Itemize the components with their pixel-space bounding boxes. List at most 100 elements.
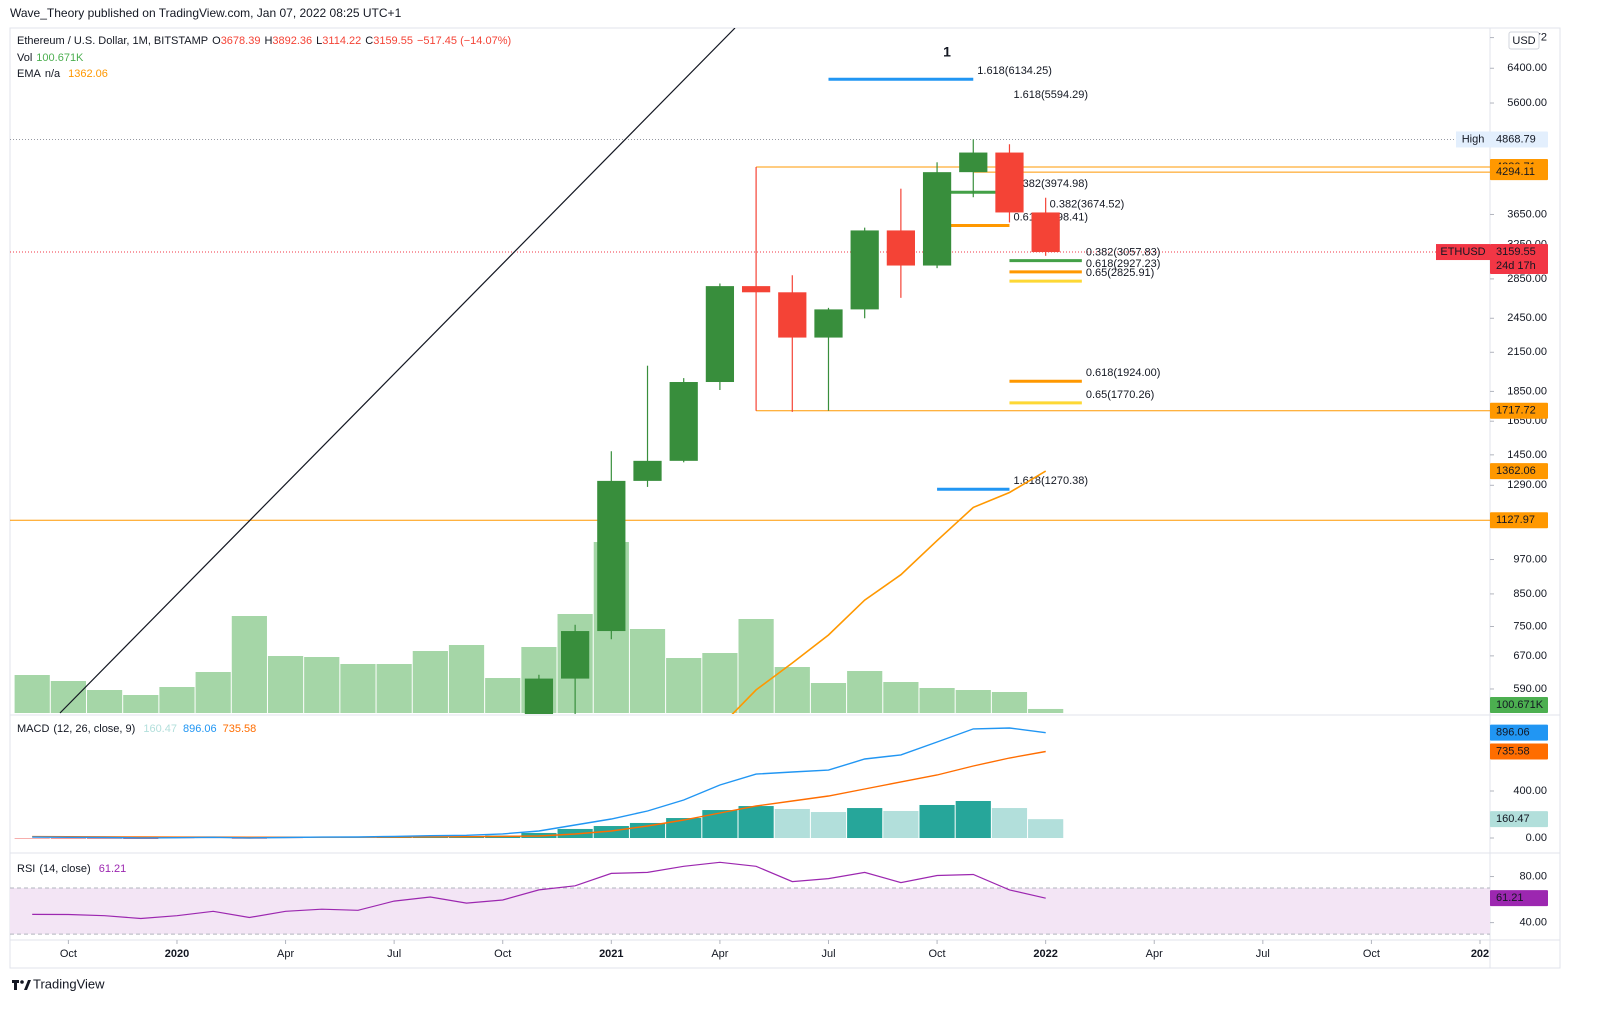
legend-item: 735.58 [223,723,257,735]
volume-bar [738,619,774,713]
candle-body [814,309,843,338]
ema-tag-label: 1362.06 [1496,465,1536,477]
candle-body [850,230,879,310]
y-tick-label: 80.00 [1519,870,1547,882]
level-tag-label: 1717.72 [1496,405,1536,417]
volume-tag-label: 100.671K [1496,699,1544,711]
candle-body [1031,212,1060,253]
ema-tag [1490,463,1548,480]
histogram-bar [847,808,883,839]
macd-tag-label: 896.06 [1496,727,1530,739]
fib-label: 1.618(6134.25) [977,65,1052,77]
x-tick-label: 2022 [1033,948,1057,960]
histogram-bar [810,812,847,839]
level-name: High [1462,133,1485,145]
footer-logo [12,980,31,990]
volume-bar [412,651,448,713]
candle-body [524,678,554,714]
volume-bar [304,657,340,713]
wave-label: 1 [943,44,951,60]
level-tag-label: 4294.11 [1496,166,1535,178]
y-tick-label: 5600.00 [1507,97,1547,109]
legend: Ethereum / U.S. Dollar, 1M, BITSTAMP O367… [17,35,511,47]
axes: 726400.005600.003650.003250.002850.00245… [60,31,1548,960]
rsi-tag-label: 61.21 [1496,892,1524,904]
volume-bar [629,629,666,713]
histogram-bar [955,800,991,839]
histogram-bar [1028,819,1064,839]
volume-bar [267,656,304,713]
histogram-bar [919,804,955,839]
volume-bar [340,664,376,713]
histogram-tag-label: 160.47 [1496,813,1530,825]
rsi-tag [1490,890,1548,907]
x-tick-label: Jul [1256,948,1270,960]
main-pane: 1.618(6134.25) 1.618(5594.29) 0.382(3974.9… [10,65,1490,714]
histogram-bar [666,818,702,839]
volume-bar [810,683,847,713]
legend: EMA n/a 1362.06 [17,68,108,80]
candle-body [669,382,698,461]
histogram-bar [50,838,86,839]
volume-bar [919,688,955,713]
legend-key: C [365,35,373,47]
legend: MACD (12, 26, close, 9) 160.47 896.06 735.58 [17,723,256,735]
level-tag-label: 1127.97 [1496,514,1535,526]
candle-body [922,172,952,266]
fib-label: 0.618(1924.00) [1086,367,1161,379]
histogram-bar [702,810,738,839]
legend-item: Ethereum / U.S. Dollar, 1M, BITSTAMP [17,35,208,47]
fib-label: 1.618(1270.38) [1013,475,1088,487]
candle-body [705,286,735,383]
y-tick-label: 1450.00 [1507,449,1547,461]
legend-key: H [264,35,272,47]
volume-bar [376,664,412,713]
legend-item: 100.671K [36,52,84,64]
volume-bar [847,671,883,713]
y-tick-label: 970.00 [1513,553,1547,565]
currency: USD [1512,35,1535,47]
level-tag [1490,131,1548,148]
signal-tag [1490,743,1548,760]
y-tick-label: 850.00 [1513,588,1547,600]
volume-bar [485,678,521,713]
rsi-line [32,861,1046,920]
x-tick-label: Jul [387,948,401,960]
legend-value: 3159.55 [373,35,413,47]
legend-value: 3678.39 [221,35,261,47]
y-tick-label: 590.00 [1513,683,1547,695]
level-tag [1490,244,1548,275]
histogram-bar [593,826,629,839]
histogram-bar [86,838,123,839]
volume-bar [666,658,702,713]
y-tick-label: 2850.00 [1507,273,1547,285]
volume-bar [231,616,267,713]
legend-item: 1362.06 [68,68,108,80]
macd-pane [14,727,1064,839]
macd-line [32,727,1046,839]
x-tick-label: Jul [821,948,835,960]
countdown: 24d 17h [1496,260,1536,272]
fib-label: 1.618(5594.29) [1013,89,1088,101]
histogram-bar [774,808,810,839]
candle-body [561,631,590,679]
x-tick-label: Oct [929,948,946,960]
candle-body [778,292,807,338]
x-tick-label: Oct [60,948,77,960]
histogram-bar [629,822,666,839]
legend-item: 896.06 [183,723,217,735]
fib-label: 0.65(1770.26) [1086,389,1155,401]
level-tag-label: 3159.55 [1496,246,1536,258]
fib-label: 0.382(3057.83) [1086,246,1161,258]
x-tick-label: 202 [1471,948,1489,960]
fib-label: 0.382(3974.98) [1013,178,1088,190]
fib-label: 0.65(2825.91) [1086,267,1155,279]
rsi-band [10,888,1490,935]
volume-bar [123,695,159,713]
histogram-bar [883,810,919,839]
volume-bar [14,675,50,713]
signal-tag-label: 735.58 [1496,745,1530,757]
level-tag [1490,164,1548,181]
